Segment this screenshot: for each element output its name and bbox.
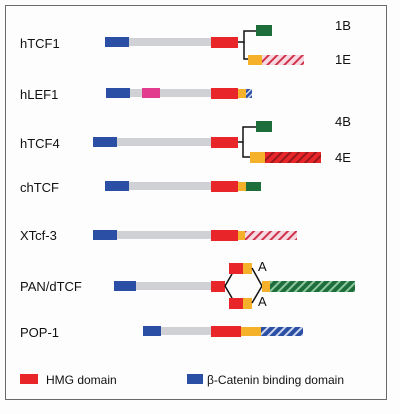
splice-connector: [238, 30, 256, 43]
splice-connector: [251, 267, 263, 287]
hmg-domain: [229, 263, 243, 274]
legend-catenin-swatch: [187, 374, 203, 384]
variant-label-a-top: A: [258, 259, 267, 274]
label-pop1: POP-1: [20, 325, 59, 340]
hatched-tail: [261, 327, 303, 336]
variant-1e-tail: [262, 55, 304, 65]
splice-connector: [242, 142, 250, 158]
orange-segment: [238, 89, 246, 98]
row-htcf1: hTCF1 1B 1E: [20, 18, 351, 67]
orange-segment: [238, 182, 246, 191]
orange-segment: [262, 281, 270, 292]
green-tail: [246, 182, 261, 191]
label-htcf4: hTCF4: [20, 136, 60, 151]
legend: HMG domain β-Catenin binding domain: [20, 373, 344, 387]
linker-region: [130, 89, 142, 97]
linker-region: [117, 138, 211, 146]
label-hlef1: hLEF1: [20, 87, 58, 102]
label-chtcf: chTCF: [20, 180, 59, 195]
legend-catenin-label: β-Catenin binding domain: [207, 373, 344, 387]
legend-hmg-label: HMG domain: [46, 373, 117, 387]
hmg-domain: [211, 181, 238, 192]
figure-frame: [5, 5, 387, 400]
orange-segment: [241, 327, 261, 336]
variant-label-4e: 4E: [335, 150, 351, 165]
splice-connector: [238, 126, 256, 143]
hmg-domain: [211, 88, 238, 99]
linker-region: [136, 282, 211, 290]
row-pan-dtcf: PAN/dTCF A A: [20, 259, 355, 309]
hmg-domain: [211, 281, 225, 292]
hmg-domain: [211, 137, 238, 148]
variant-label-1b: 1B: [335, 18, 351, 33]
hatched-tail: [245, 231, 297, 240]
catenin-domain: [105, 37, 129, 47]
splice-connector: [224, 285, 233, 299]
variant-label-4b: 4B: [335, 114, 351, 129]
splice-connector: [224, 273, 233, 287]
variant-1b-tail: [256, 25, 272, 36]
variant-label-a-bottom: A: [258, 294, 267, 309]
catenin-domain: [106, 88, 130, 98]
hmg-domain: [211, 326, 241, 337]
catenin-domain: [105, 181, 129, 191]
row-pop1: POP-1: [20, 325, 303, 340]
label-htcf1: hTCF1: [20, 36, 60, 51]
hatched-tail: [270, 281, 355, 292]
orange-segment: [243, 263, 252, 274]
linker-region: [129, 38, 211, 46]
catenin-domain: [143, 326, 161, 336]
variant-4b-tail: [256, 121, 272, 132]
label-pan-dtcf: PAN/dTCF: [20, 279, 82, 294]
linker-region: [161, 327, 211, 335]
linker-region: [160, 89, 211, 97]
hmg-domain: [211, 37, 238, 48]
splice-connector: [243, 42, 248, 60]
row-xtcf3: XTcf-3: [20, 228, 297, 243]
catenin-domain: [93, 137, 117, 147]
variant-label-1e: 1E: [335, 52, 351, 67]
variant-1e-orange: [248, 55, 262, 65]
row-htcf4: hTCF4 4B 4E: [20, 114, 351, 165]
hmg-domain: [229, 298, 243, 309]
pink-domain: [142, 88, 160, 98]
row-chtcf: chTCF: [20, 180, 261, 195]
linker-region: [129, 182, 211, 190]
variant-4e-tail: [265, 152, 321, 163]
splice-connector: [251, 285, 263, 304]
variant-4e-orange: [250, 152, 265, 163]
catenin-domain: [93, 230, 117, 240]
hmg-domain: [211, 230, 238, 241]
orange-segment: [243, 298, 252, 309]
hatched-tail: [246, 89, 252, 98]
linker-region: [117, 231, 211, 239]
row-hlef1: hLEF1: [20, 87, 252, 102]
orange-segment: [238, 231, 245, 240]
legend-hmg-swatch: [20, 374, 38, 384]
label-xtcf3: XTcf-3: [20, 228, 57, 243]
catenin-domain: [114, 281, 136, 291]
